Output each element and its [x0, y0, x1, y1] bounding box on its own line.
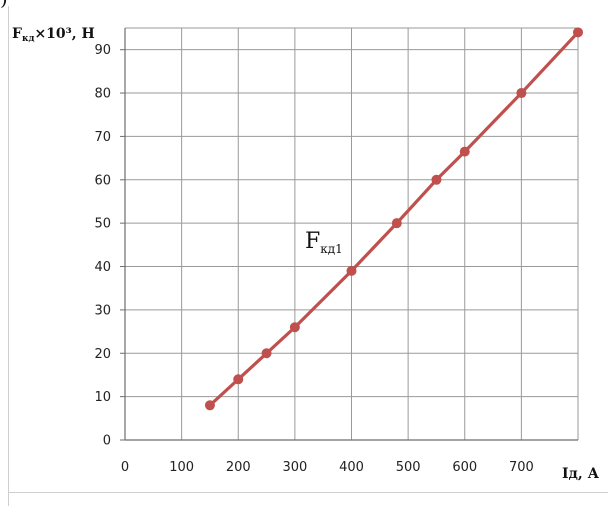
y-tick-label: 50 [94, 217, 111, 232]
data-point [516, 88, 527, 99]
data-point [459, 146, 470, 157]
y-tick-label: 30 [94, 303, 111, 318]
x-tick-label: 700 [509, 460, 534, 475]
tick-labels: 0 10 20 30 40 50 60 70 80 90 0 100 200 300 400 500 600 70… [94, 43, 533, 475]
series-group [204, 27, 583, 411]
data-point [431, 174, 442, 185]
y-tick-label: 80 [94, 87, 111, 102]
y-axis-title-subscript: кд [22, 34, 35, 44]
y-tick-label: 10 [94, 390, 111, 405]
y-tick-label: 90 [94, 43, 111, 58]
data-point [391, 218, 402, 229]
grid [125, 27, 579, 440]
data-point [289, 322, 300, 333]
y-tick-label: 20 [94, 347, 111, 362]
y-tick-label: 0 [103, 434, 111, 449]
data-point [261, 348, 272, 359]
x-tick-label: 500 [396, 460, 421, 475]
series-label-subscript: кд1 [320, 242, 343, 256]
corner-mark: ) [0, 0, 8, 10]
x-tick-label: 300 [282, 460, 307, 475]
x-tick-label: 200 [226, 460, 251, 475]
axes [120, 28, 578, 441]
series-line [208, 30, 580, 407]
y-tick-label: 40 [94, 260, 111, 275]
y-axis-title-rest: ×10³, Н [34, 26, 94, 42]
x-tick-label: 400 [339, 460, 364, 475]
data-point [346, 265, 357, 276]
panel-border-left [8, 6, 9, 506]
x-axis-title: Iд, А [562, 466, 600, 482]
data-point [233, 374, 244, 385]
x-tick-label: 600 [452, 460, 477, 475]
data-point [204, 400, 215, 411]
x-tick-label: 0 [121, 460, 129, 475]
data-point [573, 27, 583, 38]
y-tick-label: 70 [94, 130, 111, 145]
x-tick-label: 100 [169, 460, 194, 475]
y-axis-title: Fкд×10³, Н [12, 26, 95, 44]
series-label: Fкд1 [305, 229, 343, 256]
y-tick-label: 60 [94, 173, 111, 188]
panel-border-bottom [8, 492, 608, 493]
